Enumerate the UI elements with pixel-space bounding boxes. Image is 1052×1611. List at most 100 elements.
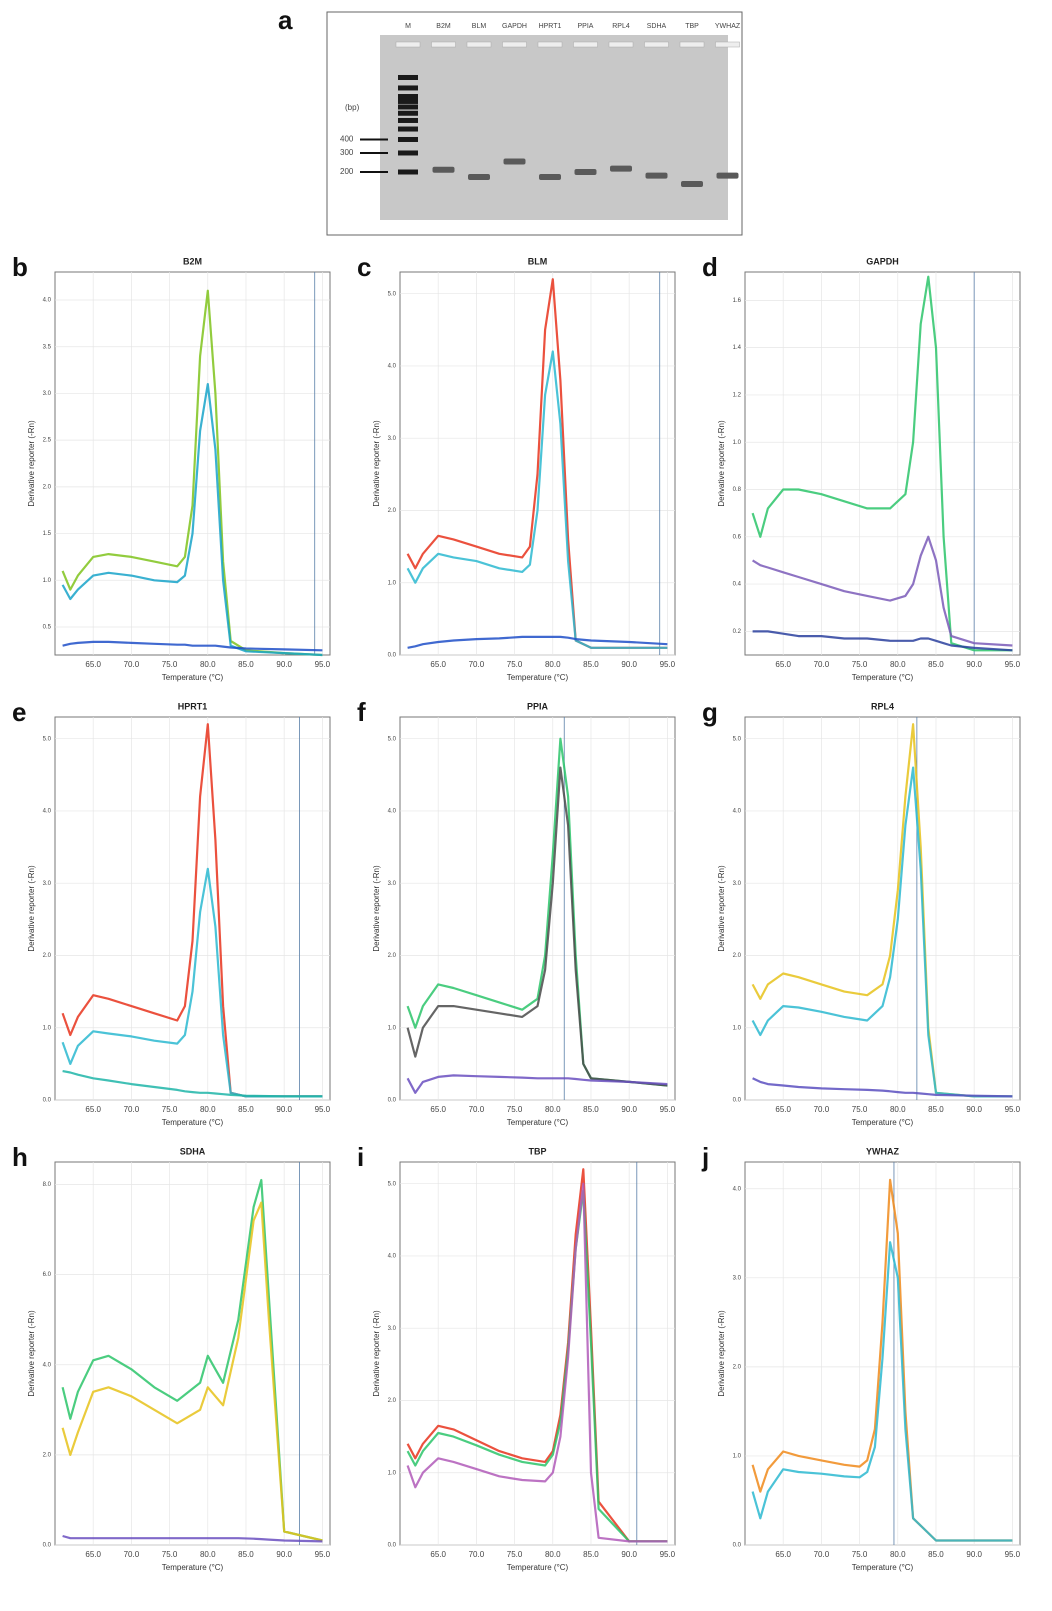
y-tick-label: 2.0 [733,1364,742,1370]
melt-curve [406,350,668,649]
x-tick-label: 85.0 [928,1105,944,1114]
y-tick-label: 5.0 [43,736,52,742]
x-tick-label: 70.0 [124,1105,140,1114]
lane-label: GAPDH [502,23,527,30]
x-tick-label: 90.0 [966,1105,982,1114]
lane-label: B2M [436,23,451,30]
x-tick-label: 65.0 [85,1550,101,1559]
gel-well [431,41,456,48]
gel-well [644,41,669,48]
y-axis-label: Derivative reporter (-Rn) [717,865,726,952]
y-axis-label: Derivative reporter (-Rn) [27,865,36,952]
x-tick-label: 65.0 [430,1550,446,1559]
y-tick-label: 1.0 [43,578,52,584]
gel-band [681,180,703,187]
y-tick-label: 0.6 [733,534,742,540]
y-tick-label: 0.0 [43,1543,52,1549]
ladder-band [398,74,418,80]
lane-label: TBP [685,23,699,30]
melt-curve [406,1074,668,1094]
y-tick-label: 0.5 [43,625,52,631]
plot-area [399,716,676,1101]
y-tick-label: 3.5 [43,344,52,350]
chart-title: B2M [183,256,202,266]
gel-image [380,35,728,220]
y-tick-label: 1.5 [43,531,52,537]
x-tick-label: 70.0 [124,1550,140,1559]
panel-label: f [357,697,366,727]
x-tick-label: 85.0 [583,1105,599,1114]
y-tick-label: 5.0 [388,1181,397,1187]
x-axis-label: Temperature (°C) [162,1563,224,1572]
x-tick-label: 65.0 [430,660,446,669]
x-tick-label: 85.0 [238,1105,254,1114]
x-tick-label: 65.0 [775,660,791,669]
melt-curve [61,867,323,1098]
y-tick-label: 1.0 [388,1470,397,1476]
x-tick-label: 95.0 [315,660,331,669]
panel-label: g [702,697,718,727]
x-tick-label: 90.0 [966,660,982,669]
melt-curve [752,1077,1013,1098]
ladder-band [398,110,418,116]
gel-band [610,165,632,172]
y-tick-label: 0.4 [733,582,742,588]
y-tick-label: 3.0 [733,881,742,887]
lane-label: YWHAZ [715,23,741,30]
x-tick-label: 95.0 [1005,660,1021,669]
x-tick-label: 80.0 [890,1550,906,1559]
chart-title: TBP [529,1146,547,1156]
panel-label: j [701,1142,709,1172]
y-tick-label: 0.0 [388,1543,397,1549]
gel-well [395,41,421,48]
gel-well [608,41,634,48]
x-axis-label: Temperature (°C) [507,673,569,682]
gel-well [573,41,598,48]
x-tick-label: 70.0 [814,1105,830,1114]
size-marker-label: 400 [340,135,354,144]
y-axis-label: Derivative reporter (-Rn) [372,865,381,952]
x-tick-label: 95.0 [315,1105,331,1114]
x-tick-label: 75.0 [852,1105,868,1114]
y-tick-label: 4.0 [43,809,52,815]
ladder-band [398,85,418,91]
y-tick-label: 2.0 [43,1452,52,1458]
x-axis-label: Temperature (°C) [852,1563,914,1572]
gel-well [679,41,705,48]
y-axis-label: Derivative reporter (-Rn) [372,1310,381,1397]
plot-area [399,1161,676,1546]
x-tick-label: 70.0 [814,660,830,669]
ladder-band [398,150,418,156]
y-tick-label: 2.5 [43,438,52,444]
y-tick-label: 4.0 [43,1362,52,1368]
y-tick-label: 4.0 [43,298,52,304]
gel-band [574,169,597,175]
gel-well [715,41,740,48]
x-tick-label: 90.0 [621,1105,637,1114]
size-marker-label: 300 [340,148,354,157]
chart-title: GAPDH [866,256,899,266]
y-tick-label: 5.0 [388,736,397,742]
panel-label: a [278,5,293,35]
size-marker-label: 200 [340,167,354,176]
size-unit: (bp) [345,103,360,112]
y-axis-label: Derivative reporter (-Rn) [27,420,36,507]
y-tick-label: 4.0 [388,1254,397,1260]
melt-curve [751,1241,1013,1542]
x-tick-label: 85.0 [238,660,254,669]
x-tick-label: 75.0 [507,1105,523,1114]
y-tick-label: 2.0 [388,508,397,514]
y-tick-label: 3.0 [388,881,397,887]
melt-curve [752,630,1013,652]
chart-title: RPL4 [871,701,894,711]
x-tick-label: 75.0 [507,1550,523,1559]
y-tick-label: 1.0 [388,1025,397,1031]
y-tick-label: 3.0 [733,1275,742,1281]
y-tick-label: 3.0 [43,391,52,397]
melt-curve [751,275,1013,652]
y-tick-label: 1.0 [733,440,742,446]
x-tick-label: 70.0 [124,660,140,669]
y-axis-label: Derivative reporter (-Rn) [717,420,726,507]
y-tick-label: 2.0 [388,1398,397,1404]
